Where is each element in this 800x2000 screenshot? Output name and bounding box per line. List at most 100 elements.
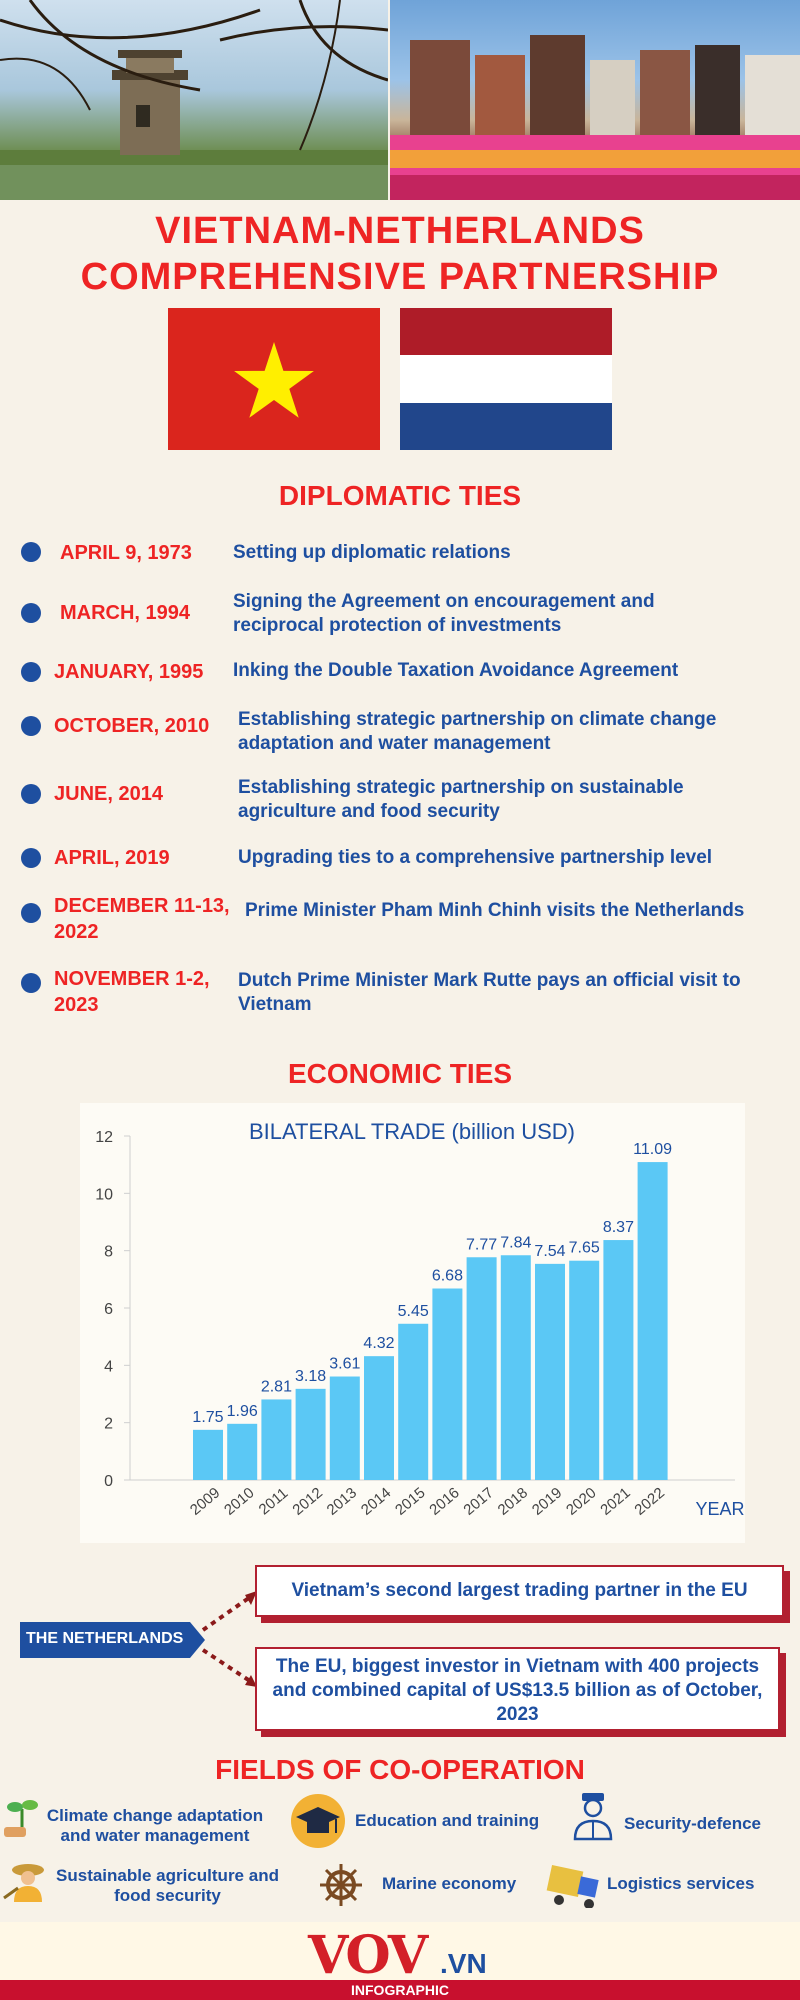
diplomatic-ties-heading: DIPLOMATIC TIES xyxy=(278,480,522,511)
y-tick-label: 2 xyxy=(104,1416,113,1433)
timeline-dot xyxy=(21,784,41,804)
netherlands-flag xyxy=(400,308,612,450)
x-axis-label: YEAR xyxy=(695,1499,744,1519)
x-tick-label: 2019 xyxy=(529,1484,565,1518)
bar-2010 xyxy=(227,1423,258,1480)
x-tick-label: 2017 xyxy=(460,1484,496,1518)
bars: 1.75 2009 1.96 2010 2.81 2011 3.18 2012 3.61 2013… xyxy=(187,1141,672,1519)
fields-heading: FIELDS OF CO-OPERATION xyxy=(215,1754,585,1785)
fact-callout-eu-investor: The EU, biggest investor in Vietnam with… xyxy=(255,1647,780,1731)
bar-value-label: 1.96 xyxy=(227,1403,258,1420)
x-tick-label: 2009 xyxy=(187,1484,223,1518)
timeline-text: Upgrading ties to a comprehensive partne… xyxy=(238,847,713,868)
timeline-date: DECEMBER 11-13, 2022 xyxy=(54,895,230,943)
title-line-2: COMPREHENSIVE PARTNERSHIP xyxy=(80,256,720,298)
x-tick-label: 2015 xyxy=(392,1484,428,1518)
bar-value-label: 3.18 xyxy=(295,1368,326,1385)
economic-ties-heading: ECONOMIC TIES xyxy=(287,1058,512,1089)
bar-2018 xyxy=(500,1255,531,1480)
y-ticks: 0 2 4 6 8 10 12 xyxy=(95,1129,130,1490)
star-icon xyxy=(234,342,314,418)
field-education-label: Education and training xyxy=(355,1811,540,1830)
bar-value-label: 6.68 xyxy=(432,1268,463,1285)
x-tick-label: 2012 xyxy=(289,1484,325,1518)
field-marine-label: Marine economy xyxy=(382,1874,517,1893)
title-line-1: VIETNAM-NETHERLANDS xyxy=(155,210,645,252)
chart-title: BILATERAL TRADE (billion USD) xyxy=(249,1119,575,1144)
bar-2022 xyxy=(637,1162,668,1480)
bar-value-label: 5.45 xyxy=(398,1303,429,1320)
bar-value-label: 1.75 xyxy=(192,1409,223,1426)
bar-value-label: 7.54 xyxy=(534,1243,565,1260)
field-logistics-label: Logistics services xyxy=(607,1874,755,1893)
bar-value-label: 7.77 xyxy=(466,1236,497,1253)
hero-photos xyxy=(0,0,800,200)
timeline-date: MARCH, 1994 xyxy=(60,602,191,624)
bar-2015 xyxy=(398,1323,429,1480)
vov-logo-suffix: .VN xyxy=(440,1948,487,1979)
y-tick-label: 8 xyxy=(104,1244,113,1261)
x-tick-label: 2016 xyxy=(426,1484,462,1518)
timeline-dot xyxy=(21,903,41,923)
timeline-date: NOVEMBER 1-2, 2023 xyxy=(54,968,210,1016)
bar-value-label: 8.37 xyxy=(603,1219,634,1236)
graduation-cap-icon xyxy=(291,1794,345,1848)
amsterdam-illustration xyxy=(390,35,800,200)
y-tick-label: 12 xyxy=(95,1129,113,1146)
bar-value-label: 2.81 xyxy=(261,1378,292,1395)
fact-callout-trade-partner: Vietnam’s second largest trading partner… xyxy=(255,1565,784,1617)
tag-arrow-shape xyxy=(20,1622,205,1658)
timeline-text: Prime Minister Pham Minh Chinh visits th… xyxy=(245,900,745,921)
y-tick-label: 0 xyxy=(104,1473,113,1490)
bar-2012 xyxy=(295,1388,326,1480)
bar-2013 xyxy=(329,1376,360,1480)
bar-value-label: 7.65 xyxy=(569,1240,600,1257)
bar-2021 xyxy=(603,1240,634,1480)
field-security-label: Security-defence xyxy=(624,1814,761,1833)
timeline-dot xyxy=(21,716,41,736)
flag-stripe-white xyxy=(400,355,612,403)
bar-2009 xyxy=(193,1429,223,1480)
farmer-icon xyxy=(3,1864,44,1902)
vov-logo: VOV xyxy=(308,1925,428,1986)
x-tick-label: 2021 xyxy=(597,1484,633,1518)
timeline-date: JANUARY, 1995 xyxy=(54,661,204,683)
x-tick-label: 2020 xyxy=(563,1484,599,1518)
bar-2020 xyxy=(569,1260,600,1480)
timeline-dot xyxy=(21,662,41,682)
x-tick-label: 2010 xyxy=(221,1484,257,1518)
x-tick-label: 2014 xyxy=(358,1484,394,1518)
page-title: VIETNAM-NETHERLANDS COMPREHENSIVE PARTNE… xyxy=(0,208,800,300)
timeline-dot xyxy=(21,542,41,562)
amsterdam-tulips-photo xyxy=(390,0,800,200)
x-tick-label: 2013 xyxy=(324,1484,360,1518)
timeline-text: Inking the Double Taxation Avoidance Agr… xyxy=(233,660,679,681)
bar-value-label: 4.32 xyxy=(363,1335,394,1352)
truck-icon xyxy=(546,1864,599,1908)
plant-icon xyxy=(4,1800,38,1837)
x-tick-label: 2018 xyxy=(495,1484,531,1518)
timeline-text: Setting up diplomatic relations xyxy=(233,542,511,563)
timeline-date: APRIL, 2019 xyxy=(54,847,170,869)
chart-svg: BILATERAL TRADE (billion USD) 024681012 … xyxy=(95,1119,744,1519)
timeline-date: OCTOBER, 2010 xyxy=(54,715,210,737)
y-tick-label: 10 xyxy=(95,1186,113,1203)
netherlands-tag-label: THE NETHERLANDS xyxy=(26,1630,184,1647)
bar-2011 xyxy=(261,1399,292,1480)
timeline-dot xyxy=(21,848,41,868)
y-tick-label: 4 xyxy=(104,1358,113,1375)
footer-band xyxy=(0,1980,800,2000)
infographic-tag: INFOGRAPHIC xyxy=(351,1982,449,1998)
hanoi-lake-photo xyxy=(0,0,388,200)
field-climate-label: Climate change adaptation and water mana… xyxy=(46,1806,264,1845)
bar-value-label: 11.09 xyxy=(633,1141,672,1158)
timeline-text: Establishing strategic partnership on su… xyxy=(238,777,684,822)
bar-2016 xyxy=(432,1288,463,1480)
connector-arrows xyxy=(201,1591,257,1687)
hanoi-lake-illustration xyxy=(0,0,388,200)
officer-icon xyxy=(573,1793,613,1841)
flag-stripe-red xyxy=(400,308,612,356)
bar-2017 xyxy=(466,1257,497,1480)
timeline-text: Dutch Prime Minister Mark Rutte pays an … xyxy=(238,970,741,1015)
x-tick-label: 2011 xyxy=(256,1485,292,1519)
